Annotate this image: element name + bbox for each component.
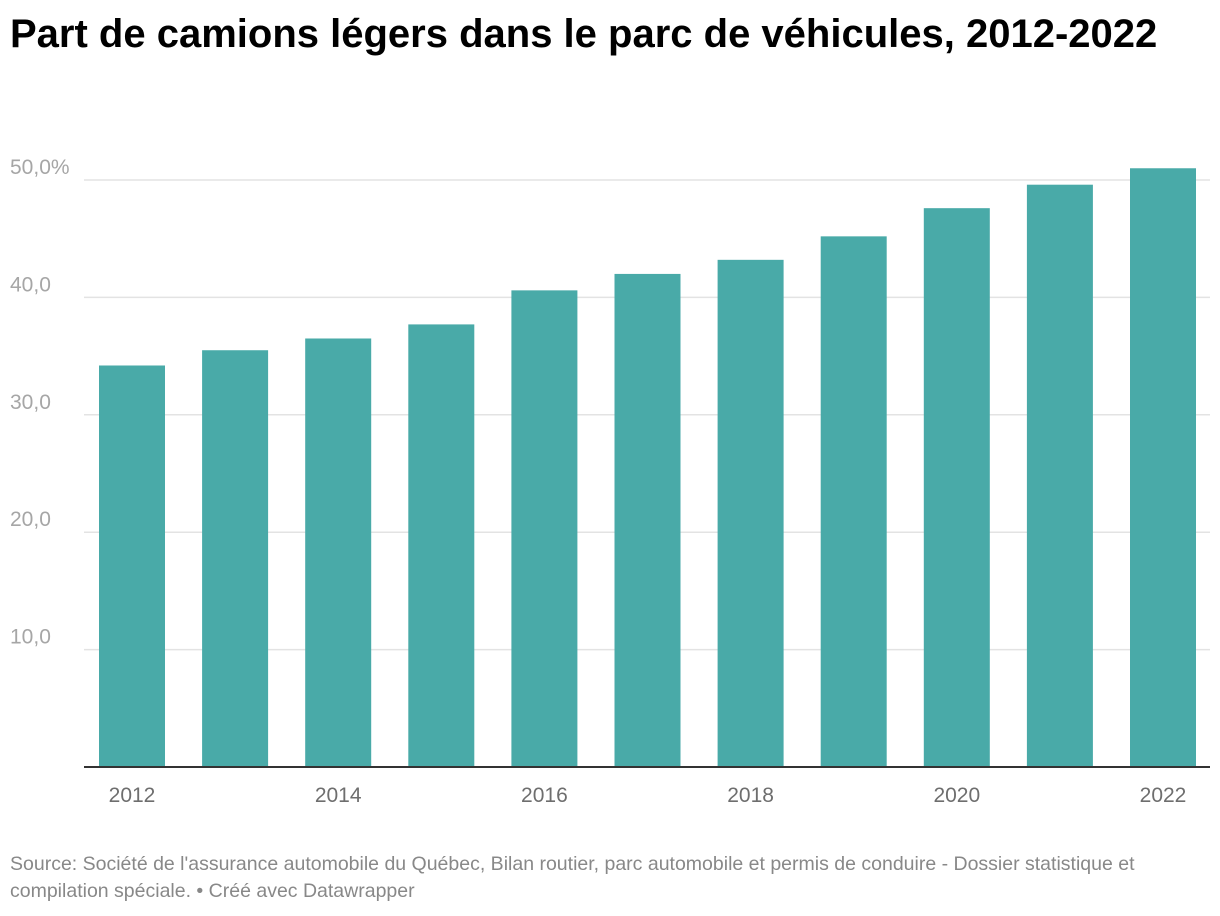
x-tick-label: 2020: [933, 784, 980, 807]
chart-title: Part de camions légers dans le parc de v…: [10, 12, 1158, 56]
bar-2019: [820, 236, 887, 768]
bar-2013: [202, 350, 269, 767]
bar-2018: [717, 259, 784, 767]
x-tick-label: 2022: [1140, 784, 1187, 807]
y-tick-label: 40,0: [10, 273, 51, 296]
x-tick-label: 2016: [521, 784, 568, 807]
y-tick-label: 30,0: [10, 391, 51, 414]
x-tick-label: 2014: [315, 784, 362, 807]
bar-2021: [1026, 184, 1093, 768]
bar-2014: [305, 338, 372, 767]
bar-2022: [1130, 168, 1196, 767]
bars: [99, 168, 1196, 768]
bar-2016: [511, 290, 578, 767]
bar-2020: [923, 208, 990, 767]
y-tick-label: 10,0: [10, 626, 51, 649]
y-tick-label: 50,0%: [10, 156, 70, 179]
bar-2015: [408, 324, 475, 767]
x-tick-label: 2012: [109, 784, 156, 807]
axes: 10,0 20,0 30,0 40,0 50,0% 2012 2014 2016 2018 202…: [10, 156, 1210, 807]
source-note: Source: Société de l'assurance automobil…: [10, 853, 1135, 902]
y-tick-label: 20,0: [10, 508, 51, 531]
x-tick-label: 2018: [727, 784, 774, 807]
bar-2012: [99, 365, 165, 767]
bar-2017: [614, 273, 681, 767]
